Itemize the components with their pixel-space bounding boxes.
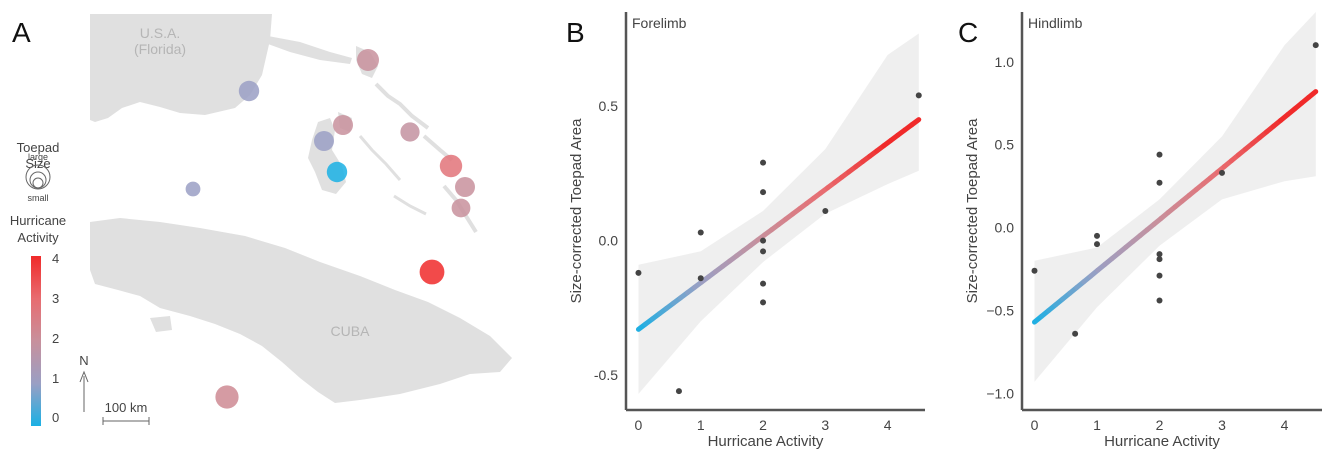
north-label: N: [79, 353, 88, 368]
data-point: [1156, 179, 1163, 186]
isla-juventud: [150, 316, 172, 332]
data-point: [1094, 241, 1100, 248]
x-tick-label: 3: [1218, 417, 1226, 433]
color-legend-tick: 1: [52, 371, 59, 386]
label-florida: (Florida): [134, 41, 186, 57]
data-point: [1156, 272, 1163, 279]
x-tick-label: 1: [1093, 417, 1101, 433]
map-site-marker: [314, 131, 334, 151]
map-site-marker: [419, 259, 445, 285]
y-tick-label: 0.0: [995, 220, 1015, 236]
florida-landmass: [90, 14, 272, 122]
forelimb-plot: 0 1 2 3 4 -0.5 0.0 0.5 Hurricane Activity Size-co…: [568, 12, 925, 449]
label-cuba: CUBA: [331, 323, 371, 339]
y-tick-label: -0.5: [594, 367, 618, 383]
data-point: [760, 189, 767, 196]
y-tick-label: −1.0: [986, 385, 1014, 401]
eleuthera-island: [374, 82, 430, 130]
plot-title: Forelimb: [632, 15, 687, 31]
data-point: [1072, 330, 1079, 337]
data-point: [1312, 42, 1319, 49]
y-axis-title: Size-corrected Toepad Area: [964, 118, 981, 303]
map-site-marker: [185, 181, 201, 197]
size-legend-large: large: [28, 152, 48, 162]
color-legend-tick: 2: [52, 331, 59, 346]
x-tick-label: 3: [821, 417, 829, 433]
color-legend-ticks: 0 1 2 3 4: [52, 251, 59, 425]
y-tick-label: 0.5: [995, 137, 1015, 153]
x-axis-title: Hurricane Activity: [708, 433, 824, 449]
confidence-band: [638, 33, 919, 394]
data-point: [635, 269, 642, 276]
data-point: [1156, 251, 1163, 258]
scale-bar: [102, 417, 150, 425]
map-site-marker: [451, 198, 471, 218]
cuba-landmass: [90, 218, 512, 403]
map-site-marker: [333, 115, 353, 135]
map-panel: U.S.A. (Florida) CUBA Toepad Size large …: [10, 14, 512, 426]
data-point: [915, 92, 922, 99]
color-legend-tick: 4: [52, 251, 59, 266]
color-legend-title-1: Hurricane: [10, 213, 66, 228]
map-site-marker: [357, 49, 379, 71]
x-tick-label: 0: [635, 417, 643, 433]
size-legend-circles: [25, 164, 51, 190]
data-point: [1156, 256, 1163, 263]
map-site-marker: [326, 161, 348, 183]
x-tick-label: 4: [884, 417, 892, 433]
scale-label: 100 km: [105, 400, 148, 415]
hindlimb-plot: 0 1 2 3 4 −1.0 −0.5 0.0 0.5 1.0 Hurricane Activity…: [964, 12, 1322, 449]
panel-letter-b: B: [566, 17, 585, 48]
map-site-marker: [439, 154, 463, 178]
label-usa: U.S.A.: [140, 25, 180, 41]
size-legend-title-1: Toepad: [17, 140, 60, 155]
data-point: [760, 159, 767, 166]
x-tick-label: 1: [697, 417, 705, 433]
data-point: [1156, 297, 1163, 304]
x-tick-label: 4: [1281, 417, 1289, 433]
data-point: [697, 275, 704, 282]
y-tick-label: −0.5: [986, 303, 1014, 319]
map-site-marker: [238, 80, 260, 102]
data-point: [1156, 151, 1163, 158]
panel-letter-c: C: [958, 17, 978, 48]
y-tick-label: 0.5: [599, 98, 619, 114]
size-legend-small: small: [27, 193, 48, 203]
ragged-islands: [393, 194, 427, 216]
data-point: [822, 208, 829, 214]
fit-line-segment: [909, 117, 922, 128]
y-tick-label: 0.0: [599, 233, 619, 249]
data-point: [1031, 267, 1038, 274]
y-axis-title: Size-corrected Toepad Area: [568, 118, 585, 303]
x-axis-title: Hurricane Activity: [1104, 433, 1220, 449]
y-tick-label: 1.0: [995, 54, 1015, 70]
map-site-marker: [215, 385, 239, 409]
color-legend-tick: 3: [52, 291, 59, 306]
plot-title: Hindlimb: [1028, 15, 1083, 31]
x-tick-label: 2: [759, 417, 767, 433]
color-legend-title-2: Activity: [17, 230, 59, 245]
data-point: [760, 280, 767, 287]
grand-bahama: [268, 36, 352, 64]
panel-letter-a: A: [12, 17, 31, 48]
data-point: [760, 299, 767, 306]
data-point: [675, 388, 682, 395]
data-point: [760, 237, 767, 244]
fit-line-segment: [1306, 89, 1319, 100]
color-legend-tick: 0: [52, 410, 59, 425]
map-site-marker: [455, 177, 475, 197]
confidence-band: [1034, 12, 1316, 382]
color-legend-bar: [31, 256, 41, 426]
map-site-marker: [400, 122, 420, 142]
north-arrow-icon: [79, 370, 89, 412]
data-point: [1094, 232, 1100, 239]
exuma-cays: [358, 135, 402, 181]
x-tick-label: 0: [1031, 417, 1039, 433]
data-point: [697, 229, 704, 236]
x-tick-label: 2: [1156, 417, 1164, 433]
data-point: [1219, 169, 1225, 176]
data-point: [760, 248, 767, 255]
